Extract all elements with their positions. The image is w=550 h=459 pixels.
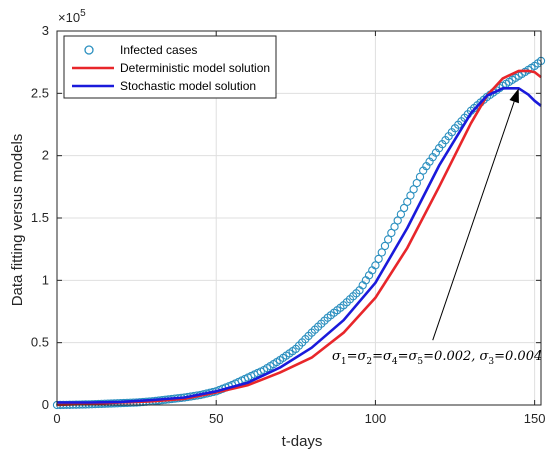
x-tick-label: 100 — [365, 411, 387, 426]
x-tick-label: 50 — [209, 411, 223, 426]
tick-labels: 0 50 100 150 0 0.5 1 1.5 2 2.5 3 — [31, 23, 546, 426]
y-tick-label: 1.5 — [31, 210, 49, 225]
annotation-text: σ1=σ2=σ4=σ5=0.002, σ3=0.004 — [332, 349, 542, 367]
y-tick-label: 3 — [42, 23, 49, 38]
series-line-stochastic — [57, 87, 542, 404]
y-exponent-label: ×105 — [58, 8, 86, 25]
x-tick-label: 150 — [524, 411, 546, 426]
y-axis-label: Data fitting versus models — [9, 134, 26, 307]
legend-entry-stochastic: Stochastic model solution — [120, 79, 256, 93]
annotation: σ1=σ2=σ4=σ5=0.002, σ3=0.004 — [332, 88, 542, 367]
legend: Infected cases Deterministic model solut… — [63, 35, 277, 99]
y-tick-label: 0 — [42, 397, 49, 412]
y-tick-label: 2 — [42, 148, 49, 163]
data-point-infected — [377, 248, 386, 257]
x-tick-label: 0 — [53, 411, 60, 426]
data-point-infected — [374, 254, 383, 264]
data-point-infected — [371, 261, 380, 270]
data-point-infected — [380, 241, 390, 251]
ticks — [56, 30, 541, 406]
y-tick-label: 1 — [42, 272, 49, 287]
y-tick-label: 0.5 — [31, 335, 49, 350]
legend-entry-deterministic: Deterministic model solution — [120, 61, 270, 75]
series-lines — [56, 69, 542, 407]
x-axis-label: t-days — [282, 433, 323, 450]
y-tick-label: 2.5 — [31, 85, 49, 100]
legend-marker-infected — [84, 45, 94, 55]
data-point-infected — [384, 235, 393, 244]
legend-entry-infected: Infected cases — [120, 43, 197, 57]
annotation-arrowhead — [509, 88, 519, 104]
annotation-arrow — [432, 101, 515, 341]
